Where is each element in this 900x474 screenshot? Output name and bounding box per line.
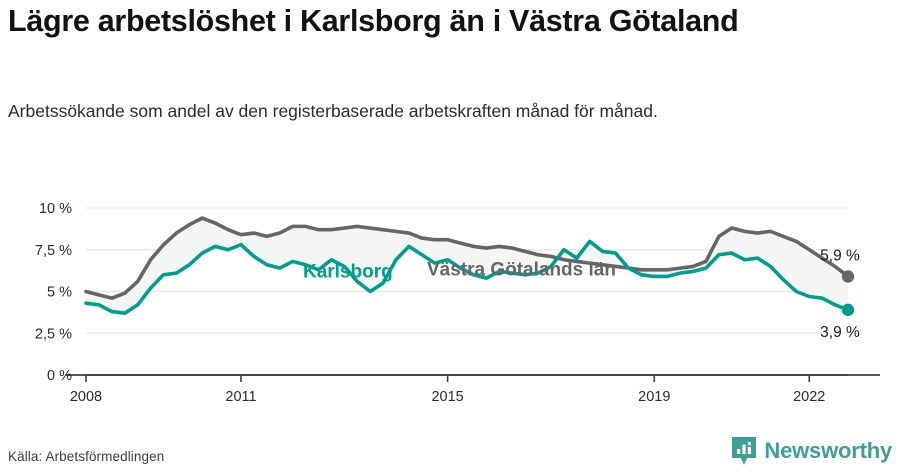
- brand-name: Newsworthy: [764, 438, 892, 463]
- series-end-dot: [841, 270, 855, 283]
- source-note: Källa: Arbetsförmedlingen: [8, 449, 165, 464]
- series-line: [84, 216, 850, 300]
- chart-container: 0 % 2,5 % 5 % 7,5 % 10 % 2008 2011 2015 2019 202…: [0, 186, 900, 421]
- chart-subtitle: Arbetssökande som andel av den registerb…: [8, 101, 658, 121]
- line-chart: 0 % 2,5 % 5 % 7,5 % 10 % 2008 2011 2015 2019 202…: [35, 201, 880, 405]
- series-inline-labels: Karlsborg Västra Götalands län: [303, 260, 616, 283]
- series-end-value-label: 3,9 %: [820, 324, 860, 341]
- chart-footer: Källa: Arbetsförmedlingen Newsworthy: [0, 430, 900, 474]
- y-axis-tick-label: 0 %: [47, 368, 72, 384]
- series-end-value-labels: 5,9 % 3,9 %: [820, 247, 860, 340]
- series-lines: [84, 216, 850, 316]
- area-fill: [86, 218, 848, 314]
- y-axis-tick-label: 5 %: [47, 285, 72, 301]
- brand-logo: Newsworthy: [731, 436, 892, 466]
- x-axis-tick-label: 2011: [225, 389, 256, 405]
- x-axis-tick-label: 2022: [793, 389, 825, 405]
- page-title: Lägre arbetslöshet i Karlsborg än i Väst…: [8, 4, 739, 38]
- series-end-value-label: 5,9 %: [820, 247, 860, 264]
- y-axis-tick-label: 7,5 %: [35, 243, 72, 259]
- series-inline-label: Karlsborg: [303, 261, 393, 282]
- y-axis-tick-label: 2,5 %: [35, 326, 72, 342]
- series-line: [84, 239, 850, 316]
- end-point-markers: [841, 270, 855, 317]
- x-axis: [66, 374, 880, 382]
- x-axis-tick-label: 2015: [431, 389, 463, 405]
- x-axis-tick-labels: 2008 2011 2015 2019 2022: [70, 389, 826, 405]
- y-axis-tick-labels: 0 % 2,5 % 5 % 7,5 % 10 %: [35, 201, 72, 384]
- bar-chart-pin-icon: [732, 437, 757, 465]
- series-end-dot: [841, 303, 855, 317]
- x-axis-tick-label: 2019: [638, 389, 670, 405]
- y-axis-tick-label: 10 %: [39, 201, 72, 217]
- series-inline-label: Västra Götalands län: [427, 260, 616, 281]
- area-between-series: [86, 218, 848, 314]
- x-axis-tick-label: 2008: [70, 389, 102, 405]
